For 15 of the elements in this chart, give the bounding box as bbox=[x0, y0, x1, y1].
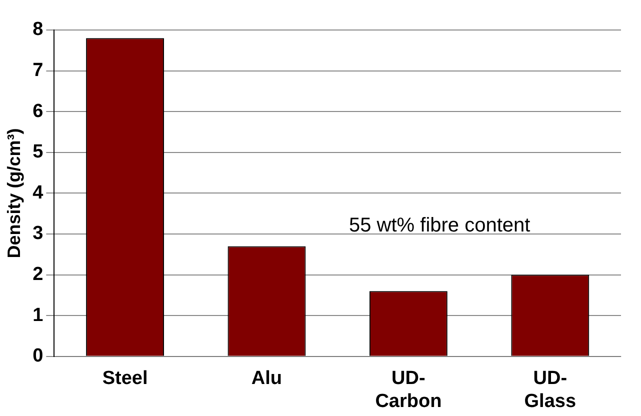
y-tick-label: 8 bbox=[32, 19, 44, 40]
y-tick-label: 1 bbox=[32, 304, 44, 326]
y-tick-label: 4 bbox=[32, 182, 44, 204]
y-tick-label: 3 bbox=[32, 223, 44, 244]
x-tick-label: Alu bbox=[251, 368, 282, 390]
y-tick-label: 0 bbox=[32, 346, 44, 367]
y-tick-label: 6 bbox=[32, 100, 44, 122]
x-tick-label: UD- Glass bbox=[524, 368, 576, 412]
y-tick-label: 2 bbox=[32, 264, 44, 286]
y-tick-label: 5 bbox=[32, 142, 44, 163]
x-tick-label: UD- Carbon bbox=[375, 368, 442, 412]
y-axis-title: Density (g/cm³) bbox=[4, 128, 24, 258]
annotation: 55 wt% fibre content bbox=[349, 214, 531, 236]
x-tick-label: Steel bbox=[102, 368, 148, 390]
y-tick-label: 7 bbox=[32, 60, 44, 82]
